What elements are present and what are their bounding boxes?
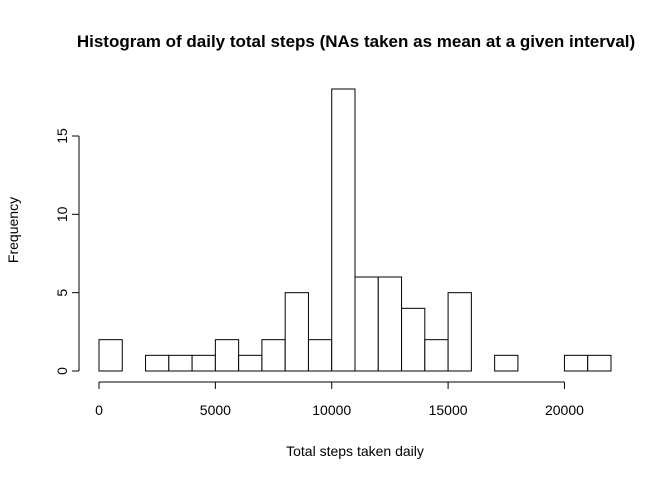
histogram-bar (168, 354, 193, 372)
histogram-bar (307, 339, 333, 372)
histogram-bar (261, 339, 286, 372)
y-axis-label: Frequency (5, 197, 21, 263)
histogram-bar (424, 339, 449, 372)
histogram-bar (447, 292, 472, 372)
histogram-bar (401, 307, 426, 372)
chart-title: Histogram of daily total steps (NAs take… (77, 32, 635, 51)
histogram-bar (238, 354, 263, 372)
histogram-bar (191, 354, 216, 372)
x-tick-label: 10000 (312, 402, 351, 418)
bars-group (98, 88, 612, 372)
x-tick-label: 20000 (545, 402, 584, 418)
histogram-bar (354, 276, 379, 372)
x-tick-label: 15000 (429, 402, 468, 418)
y-tick-label: 15 (54, 128, 70, 144)
x-tick-label: 0 (95, 402, 103, 418)
histogram-bar (377, 276, 403, 372)
y-tick-label: 10 (54, 206, 70, 222)
histogram-bar (587, 354, 612, 372)
histogram-bar (145, 354, 170, 372)
histogram-bar (331, 88, 356, 372)
histogram-bar (284, 292, 309, 372)
y-tick-label: 0 (54, 367, 70, 375)
y-tick-label: 5 (54, 289, 70, 297)
x-axis: 0 5000 10000 15000 20000 (95, 381, 584, 418)
x-axis-label: Total steps taken daily (286, 443, 424, 459)
y-axis: 0 5 10 15 (54, 128, 80, 375)
histogram-bar (214, 339, 240, 372)
histogram-bar (98, 339, 123, 372)
histogram-bar (563, 354, 589, 372)
x-tick-label: 5000 (200, 402, 231, 418)
histogram-bar (494, 354, 519, 372)
